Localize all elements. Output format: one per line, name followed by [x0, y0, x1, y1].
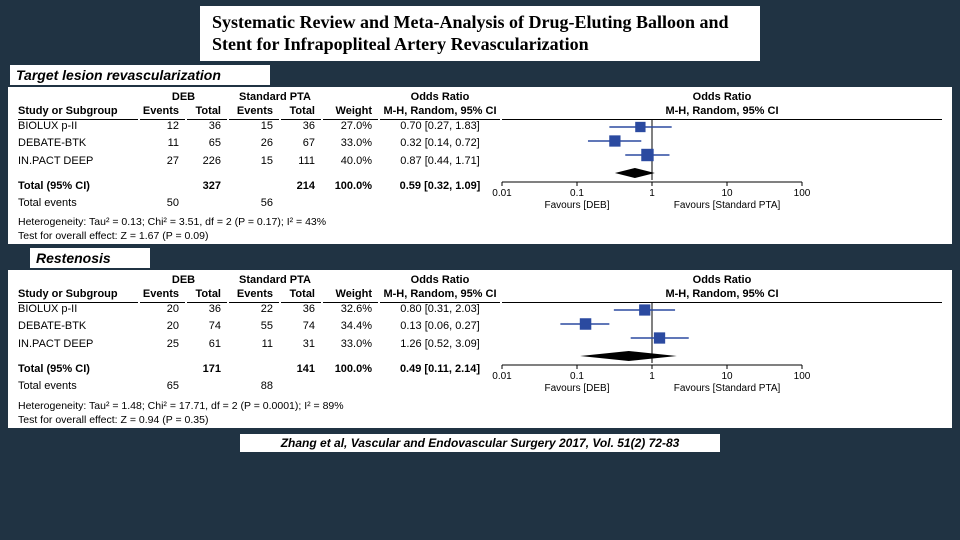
- svg-text:0.01: 0.01: [492, 371, 512, 382]
- col-study: Study or Subgroup: [18, 105, 138, 120]
- svg-text:Favours [DEB]: Favours [DEB]: [544, 200, 609, 211]
- svg-text:1: 1: [649, 371, 655, 382]
- study-row: IN.PACT DEEP: [18, 338, 138, 355]
- forest-plot-tlr: DEB Standard PTA Odds Ratio Odds Ratio S…: [8, 87, 952, 244]
- citation: Zhang et al, Vascular and Endovascular S…: [240, 434, 720, 452]
- svg-text:Favours [Standard PTA]: Favours [Standard PTA]: [674, 383, 781, 394]
- svg-text:10: 10: [721, 188, 733, 199]
- study-row: BIOLUX p-II: [18, 303, 138, 320]
- heterogeneity-text: Heterogeneity: Tau² = 0.13; Chi² = 3.51,…: [18, 216, 942, 228]
- total-row: Total (95% CI): [18, 180, 138, 197]
- forest-plot-restenosis: DEB Standard PTA Odds Ratio Odds Ratio S…: [8, 270, 952, 427]
- section-label-tlr: Target lesion revascularization: [10, 65, 270, 85]
- svg-text:0.1: 0.1: [570, 371, 584, 382]
- col-deb-tot: Total: [187, 105, 227, 120]
- svg-text:Favours [DEB]: Favours [DEB]: [544, 383, 609, 394]
- col-mhr: M-H, Random, 95% CI: [380, 105, 500, 120]
- heterogeneity-text: Heterogeneity: Tau² = 1.48; Chi² = 17.71…: [18, 400, 942, 412]
- col-std-ev: Events: [229, 105, 279, 120]
- total-events: Total events: [18, 380, 138, 397]
- study-row: DEBATE-BTK: [18, 320, 138, 337]
- study-row: DEBATE-BTK: [18, 137, 138, 154]
- total-row: Total (95% CI): [18, 363, 138, 380]
- col-weight: Weight: [323, 105, 378, 120]
- col-std-tot: Total: [281, 105, 321, 120]
- col-or2: Odds Ratio: [502, 91, 942, 105]
- study-row: IN.PACT DEEP: [18, 155, 138, 172]
- overall-effect-text: Test for overall effect: Z = 1.67 (P = 0…: [18, 230, 942, 242]
- overall-effect-text: Test for overall effect: Z = 0.94 (P = 0…: [18, 414, 942, 426]
- svg-text:1: 1: [649, 188, 655, 199]
- svg-text:100: 100: [794, 371, 811, 382]
- section-label-restenosis: Restenosis: [30, 248, 150, 268]
- svg-text:0.01: 0.01: [492, 188, 512, 199]
- forest-plot-svg: 0.010.1110100Favours [DEB]Favours [Stand…: [502, 303, 942, 398]
- title-banner: Systematic Review and Meta-Analysis of D…: [200, 6, 760, 61]
- svg-text:0.1: 0.1: [570, 188, 584, 199]
- col-mhr2: M-H, Random, 95% CI: [502, 105, 942, 120]
- svg-text:Favours [Standard PTA]: Favours [Standard PTA]: [674, 200, 781, 211]
- svg-text:100: 100: [794, 188, 811, 199]
- col-std: Standard PTA: [229, 91, 321, 105]
- col-deb-ev: Events: [140, 105, 185, 120]
- col-or: Odds Ratio: [380, 91, 500, 105]
- study-row: BIOLUX p-II: [18, 120, 138, 137]
- svg-text:10: 10: [721, 371, 733, 382]
- total-events: Total events: [18, 197, 138, 214]
- forest-plot-svg: 0.010.1110100Favours [DEB]Favours [Stand…: [502, 120, 942, 215]
- col-deb: DEB: [140, 91, 227, 105]
